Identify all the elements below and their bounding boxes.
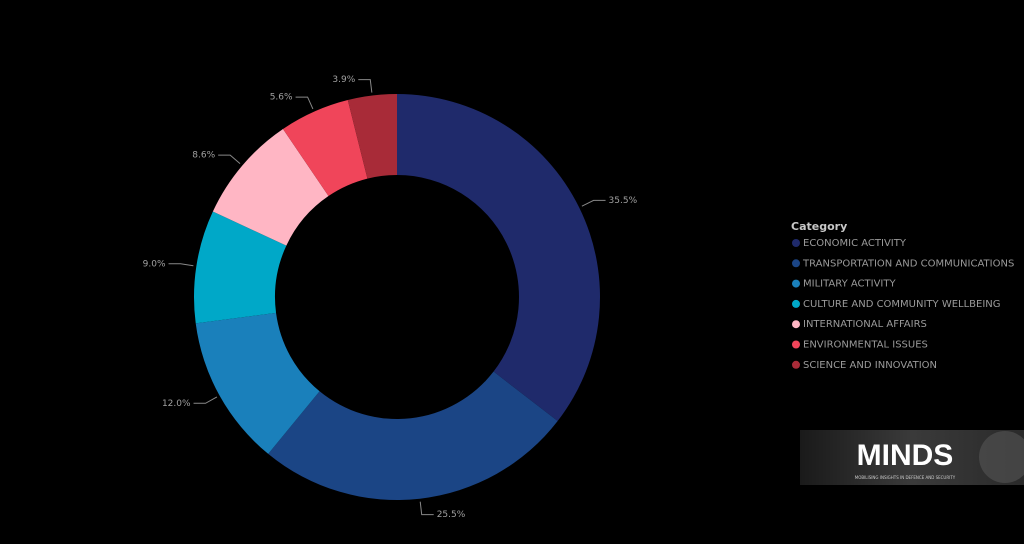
leader-line: [218, 154, 241, 164]
legend-label: SCIENCE AND INNOVATION: [803, 360, 937, 371]
legend-label: ECONOMIC ACTIVITY: [803, 238, 907, 249]
data-label: 8.6%: [192, 151, 215, 161]
legend-marker: [792, 340, 800, 349]
legend-label: CULTURE AND COMMUNITY WELLBEING: [803, 299, 1001, 310]
donut-segment: [212, 129, 329, 246]
legend-marker: [792, 320, 800, 329]
legend-marker: [792, 239, 800, 247]
legend-marker: [792, 299, 800, 308]
legend-label: TRANSPORTATION AND COMMUNICATIONS: [802, 258, 1014, 269]
legend-label: MILITARY ACTIVITY: [803, 279, 896, 290]
legend-marker: [792, 360, 800, 369]
logo-title: MINDS: [857, 439, 954, 472]
leader-line: [168, 263, 194, 267]
donut-segment: [194, 211, 287, 324]
leader-line: [581, 199, 606, 207]
legend-label: INTERNATIONAL AFFAIRS: [803, 319, 927, 330]
donut-segment: [195, 312, 320, 454]
logo: MINDS MOBILISING INSIGHTS IN DEFENCE AND…: [800, 430, 1024, 485]
donut-segment: [282, 100, 368, 197]
data-label: 9.0%: [143, 259, 166, 269]
leader-line: [358, 79, 373, 93]
legend-title: Category: [791, 220, 847, 233]
data-label: 12.0%: [162, 399, 191, 409]
donut-segment: [268, 371, 558, 500]
legend-marker: [792, 279, 800, 288]
logo-globe: [979, 431, 1024, 483]
data-label: 25.5%: [437, 510, 466, 520]
data-label: 35.5%: [609, 196, 638, 206]
donut-segment: [347, 94, 397, 179]
donut-segment: [397, 94, 600, 422]
leader-line: [193, 396, 218, 404]
leader-line: [419, 501, 434, 516]
data-label: 3.9%: [332, 75, 355, 85]
leader-line: [295, 96, 314, 110]
legend-marker: [792, 259, 800, 268]
data-label: 5.6%: [270, 93, 293, 103]
legend-label: ENVIRONMENTAL ISSUES: [803, 340, 928, 351]
logo-subtitle: MOBILISING INSIGHTS IN DEFENCE AND SECUR…: [855, 475, 956, 480]
